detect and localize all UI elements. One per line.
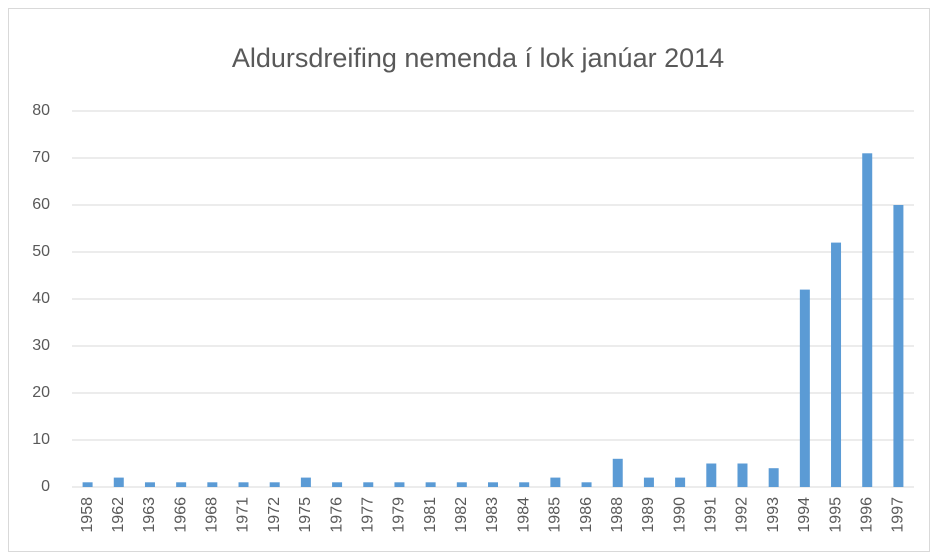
x-tick-label: 1975 (297, 497, 314, 533)
y-tick-label: 50 (32, 243, 50, 260)
x-tick-label: 1972 (266, 497, 283, 533)
bar (612, 458, 623, 487)
bar (269, 482, 280, 487)
chart-border (8, 8, 930, 552)
bar (737, 463, 748, 487)
x-tick-label: 1981 (422, 497, 439, 533)
x-tick-label: 1971 (235, 497, 252, 533)
x-tick-label: 1994 (796, 497, 813, 533)
chart-title: Aldursdreifing nemenda í lok janúar 2014 (232, 43, 724, 73)
bar (675, 477, 686, 487)
bar (768, 468, 779, 487)
bar (425, 482, 436, 487)
x-tick-label: 1991 (703, 497, 720, 533)
bar (394, 482, 405, 487)
bar (862, 153, 873, 488)
x-tick-label: 1993 (765, 497, 782, 533)
x-tick-label: 1984 (515, 497, 532, 533)
bar (176, 482, 187, 487)
x-tick-label: 1963 (141, 497, 158, 533)
y-tick-label: 0 (41, 478, 50, 495)
bar (488, 482, 498, 487)
x-tick-label: 1966 (172, 497, 189, 533)
x-tick-label: 1996 (858, 497, 875, 533)
x-tick-label: 1988 (609, 497, 626, 533)
x-tick-label: 1986 (578, 497, 595, 533)
bar (332, 482, 343, 487)
x-tick-label: 1982 (453, 497, 470, 533)
x-tick-label: 1989 (640, 497, 657, 533)
bar (519, 482, 530, 487)
bar (643, 477, 654, 487)
x-tick-label: 1983 (484, 497, 501, 533)
y-tick-label: 20 (32, 384, 50, 401)
bar (238, 482, 249, 487)
x-tick-label: 1976 (328, 497, 345, 533)
bar (207, 482, 218, 487)
x-tick-label: 1990 (671, 497, 688, 533)
y-tick-label: 70 (32, 149, 50, 166)
bar (706, 463, 717, 487)
x-tick-label: 1979 (391, 497, 408, 533)
bar (893, 205, 904, 487)
bar (300, 477, 311, 487)
y-tick-label: 60 (32, 196, 50, 213)
x-tick-label: 1997 (890, 497, 907, 533)
y-tick-label: 10 (32, 431, 50, 448)
x-tick-label: 1985 (547, 497, 564, 533)
bar (550, 477, 561, 487)
bar (581, 482, 592, 487)
x-tick-label: 1968 (204, 497, 221, 533)
bar (113, 477, 124, 487)
y-tick-label: 40 (32, 290, 50, 307)
bar (82, 482, 93, 487)
x-tick-label: 1958 (79, 497, 96, 533)
x-tick-label: 1995 (827, 497, 844, 533)
bar (363, 482, 374, 487)
x-tick-label: 1962 (110, 497, 127, 533)
bar (456, 482, 467, 487)
bar (144, 482, 155, 487)
x-tick-label: 1992 (734, 497, 751, 533)
y-tick-label: 80 (32, 102, 50, 119)
bar (831, 242, 842, 487)
x-tick-label: 1977 (359, 497, 376, 533)
y-tick-label: 30 (32, 337, 50, 354)
bar (799, 289, 810, 487)
